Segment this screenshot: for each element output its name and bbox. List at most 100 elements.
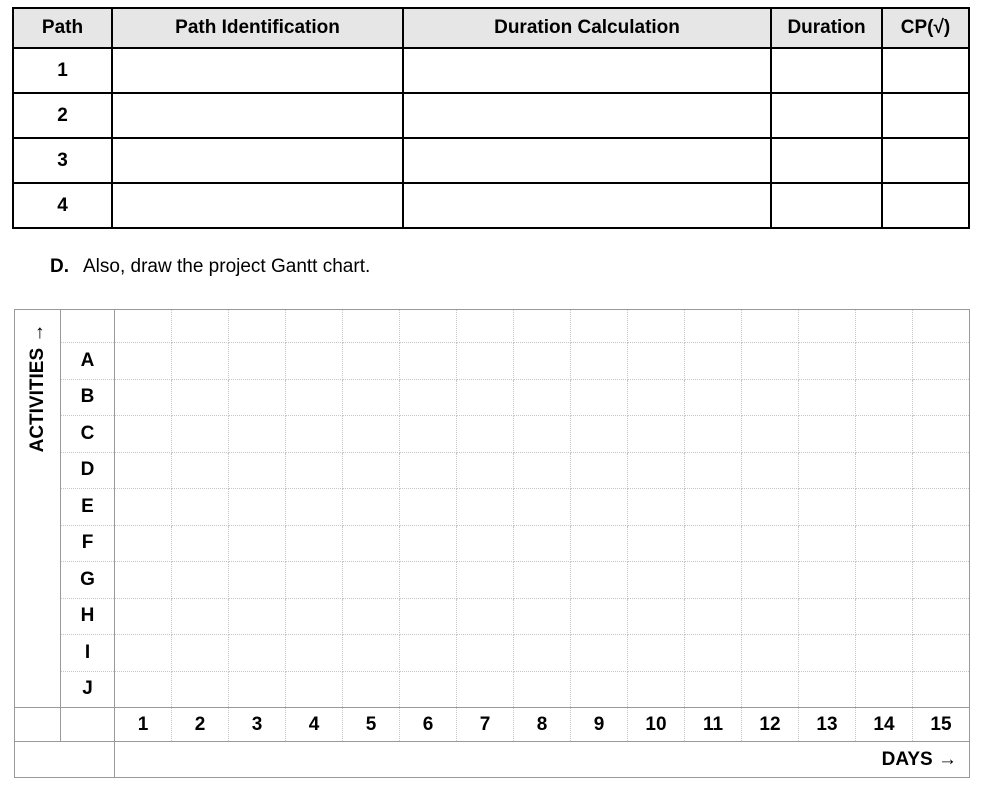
gantt-grid-cell bbox=[684, 415, 742, 453]
day-number: 11 bbox=[684, 707, 742, 742]
gantt-grid-cell bbox=[171, 671, 229, 708]
gantt-grid-cell bbox=[798, 598, 856, 635]
gantt-grid-cell bbox=[627, 452, 685, 489]
gantt-grid-cell bbox=[513, 525, 571, 562]
gantt-grid-cell bbox=[114, 415, 172, 453]
gantt-grid-cell bbox=[741, 309, 799, 343]
gantt-grid-cell bbox=[285, 671, 343, 708]
gantt-grid-cell bbox=[570, 525, 628, 562]
corner-cell bbox=[14, 741, 115, 778]
gantt-grid-cell bbox=[171, 309, 229, 343]
gantt-grid-cell bbox=[114, 342, 172, 380]
gantt-grid-cell bbox=[627, 671, 685, 708]
gantt-grid-cell bbox=[513, 415, 571, 453]
gantt-grid-cell bbox=[684, 634, 742, 672]
activity-label: I bbox=[60, 634, 115, 672]
gantt-grid-cell bbox=[399, 415, 457, 453]
gantt-grid-cell bbox=[798, 671, 856, 708]
path-identification-cell bbox=[111, 182, 404, 229]
path-table-row: 1 bbox=[12, 47, 970, 94]
gantt-grid-cell bbox=[513, 671, 571, 708]
gantt-grid-cell bbox=[684, 525, 742, 562]
path-identification-cell bbox=[111, 47, 404, 94]
gantt-grid-cell bbox=[456, 598, 514, 635]
gantt-grid-cell bbox=[399, 561, 457, 599]
day-number: 13 bbox=[798, 707, 856, 742]
gantt-grid-cell bbox=[285, 598, 343, 635]
gantt-grid-cell bbox=[912, 488, 970, 526]
gantt-grid-cell bbox=[855, 671, 913, 708]
gantt-grid-cell bbox=[741, 561, 799, 599]
gantt-grid-cell bbox=[627, 525, 685, 562]
gantt-grid-cell bbox=[456, 671, 514, 708]
gantt-grid-cell bbox=[171, 379, 229, 416]
gantt-grid-cell bbox=[342, 598, 400, 635]
duration-calculation-cell bbox=[402, 182, 772, 229]
gantt-grid-cell bbox=[855, 415, 913, 453]
activity-label-spacer bbox=[60, 309, 115, 343]
gantt-grid-cell bbox=[228, 379, 286, 416]
path-identification-cell bbox=[111, 137, 404, 184]
gantt-grid-cell bbox=[798, 452, 856, 489]
gantt-activity-row: A bbox=[15, 342, 970, 380]
gantt-grid-cell bbox=[342, 671, 400, 708]
gantt-grid-cell bbox=[855, 342, 913, 380]
gantt-grid-cell bbox=[342, 634, 400, 672]
gantt-grid-cell bbox=[570, 342, 628, 380]
path-table-row: 3 bbox=[12, 137, 970, 184]
gantt-grid-cell bbox=[228, 309, 286, 343]
gantt-grid-cell bbox=[228, 342, 286, 380]
gantt-grid-cell bbox=[570, 598, 628, 635]
header-cp: CP(√) bbox=[881, 7, 970, 49]
gantt-activity-row: H bbox=[15, 598, 970, 635]
gantt-grid-cell bbox=[285, 561, 343, 599]
gantt-grid-cell bbox=[114, 309, 172, 343]
gantt-grid-cell bbox=[228, 415, 286, 453]
gantt-grid-cell bbox=[456, 379, 514, 416]
gantt-grid-cell bbox=[627, 342, 685, 380]
day-number: 10 bbox=[627, 707, 685, 742]
day-number: 4 bbox=[285, 707, 343, 742]
gantt-grid-cell bbox=[171, 415, 229, 453]
gantt-grid-cell bbox=[171, 598, 229, 635]
path-number: 3 bbox=[12, 137, 113, 184]
gantt-grid-cell bbox=[627, 488, 685, 526]
gantt-grid-cell bbox=[456, 415, 514, 453]
gantt-grid-cell bbox=[741, 598, 799, 635]
gantt-grid-cell bbox=[741, 415, 799, 453]
gantt-grid-cell bbox=[570, 671, 628, 708]
gantt-grid-cell bbox=[513, 342, 571, 380]
gantt-grid-cell bbox=[342, 415, 400, 453]
activity-label: A bbox=[60, 342, 115, 380]
duration-cell bbox=[770, 182, 883, 229]
gantt-grid-cell bbox=[456, 452, 514, 489]
path-number: 1 bbox=[12, 47, 113, 94]
duration-cell bbox=[770, 47, 883, 94]
instruction-d: D. Also, draw the project Gantt chart. bbox=[50, 256, 370, 278]
day-number: 1 bbox=[114, 707, 172, 742]
gantt-grid-cell bbox=[399, 488, 457, 526]
gantt-grid-cell bbox=[798, 525, 856, 562]
gantt-grid-cell bbox=[912, 525, 970, 562]
gantt-grid-cell bbox=[912, 342, 970, 380]
corner-cell bbox=[14, 707, 61, 742]
gantt-grid-cell bbox=[855, 598, 913, 635]
gantt-grid-cell bbox=[285, 379, 343, 416]
gantt-grid-cell bbox=[627, 634, 685, 672]
gantt-grid-cell bbox=[798, 342, 856, 380]
gantt-x-axis-label: DAYS → bbox=[881, 748, 957, 770]
cp-cell bbox=[881, 92, 970, 139]
gantt-activity-row: C bbox=[15, 415, 970, 453]
gantt-grid-cell bbox=[855, 309, 913, 343]
gantt-grid-cell bbox=[456, 488, 514, 526]
gantt-grid-cell bbox=[228, 452, 286, 489]
gantt-grid-cell bbox=[171, 525, 229, 562]
activity-label: E bbox=[60, 488, 115, 526]
gantt-grid-cell bbox=[627, 598, 685, 635]
gantt-grid-cell bbox=[342, 488, 400, 526]
gantt-grid-cell bbox=[399, 309, 457, 343]
day-number: 14 bbox=[855, 707, 913, 742]
gantt-activity-row: D bbox=[15, 452, 970, 489]
gantt-grid-cell bbox=[798, 309, 856, 343]
